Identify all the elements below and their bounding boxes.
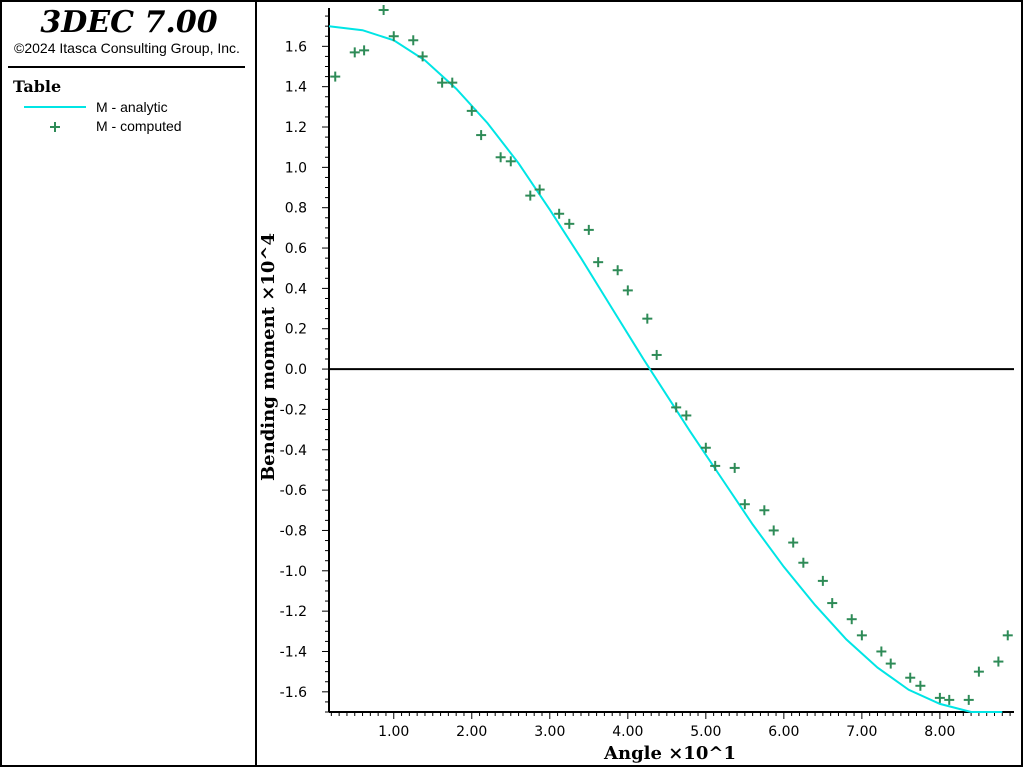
computed-point [944, 694, 955, 705]
computed-point [876, 646, 887, 657]
computed-point [856, 630, 867, 641]
copyright-text: ©2024 Itasca Consulting Group, Inc. [14, 40, 240, 56]
computed-point [905, 672, 916, 683]
computed-point [466, 105, 477, 116]
computed-point [993, 656, 1004, 667]
legend-plus-swatch [50, 122, 60, 132]
x-tick-label: 7.00 [846, 724, 877, 740]
computed-point [788, 537, 799, 548]
y-tick-label: -1.4 [280, 644, 307, 660]
computed-point [378, 5, 389, 16]
legend-label-computed: M - computed [96, 118, 182, 134]
x-tick-label: 8.00 [924, 724, 955, 740]
y-tick-label: 0.0 [285, 362, 307, 378]
computed-point [739, 499, 750, 510]
computed-point [827, 598, 838, 609]
y-tick-label: -0.4 [280, 443, 307, 459]
computed-point [359, 45, 370, 56]
x-tick-label: 3.00 [534, 724, 565, 740]
computed-point [330, 71, 341, 82]
computed-point [915, 680, 926, 691]
legend: Table M - analytic M - computed [13, 77, 182, 134]
x-ticks: 1.00 2.00 3.00 4.00 5.00 6.00 7.00 8.00 [330, 712, 1011, 740]
computed-point [476, 130, 487, 141]
computed-point [495, 152, 506, 163]
computed-point [700, 442, 711, 453]
computed-point [885, 658, 896, 669]
y-tick-label: 0.8 [285, 201, 307, 217]
computed-point [417, 51, 428, 62]
computed-point [798, 557, 809, 568]
computed-point [681, 410, 692, 421]
x-tick-label: 2.00 [456, 724, 487, 740]
computed-point [612, 265, 623, 276]
x-tick-label: 6.00 [768, 724, 799, 740]
y-ticks: 1.6 1.4 1.2 1.0 0.8 0.6 0.4 0.2 0.0 -0.2 -0.4 -0.6 -… [280, 15, 329, 713]
computed-point [768, 525, 779, 536]
computed-point [1002, 630, 1013, 641]
computed-point [817, 575, 828, 586]
y-tick-label: -1.2 [280, 604, 307, 620]
computed-point [963, 694, 974, 705]
y-tick-label: 1.2 [285, 120, 307, 136]
y-tick-label: 1.4 [285, 80, 307, 96]
computed-point [671, 402, 682, 413]
app-title: 3DEC 7.00 [40, 5, 217, 40]
series-markers-computed [330, 5, 1013, 705]
computed-point [564, 218, 575, 229]
computed-point [525, 190, 536, 201]
chart: 1.00 2.00 3.00 4.00 5.00 6.00 7.00 8.00 1.61.41… [258, 5, 1014, 764]
computed-point [710, 460, 721, 471]
computed-point [349, 47, 360, 58]
computed-point [651, 349, 662, 360]
y-tick-label: -0.8 [280, 523, 307, 539]
y-tick-label: -0.2 [280, 402, 307, 418]
computed-point [554, 208, 565, 219]
x-axis-title: Angle ×10^1 [603, 743, 736, 764]
computed-point [437, 77, 448, 88]
computed-point [729, 462, 740, 473]
y-tick-label: 0.2 [285, 322, 307, 338]
y-tick-label: 0.6 [285, 241, 307, 257]
y-tick-label: 1.0 [285, 160, 307, 176]
y-tick-label: 0.4 [285, 281, 307, 297]
computed-point [447, 77, 458, 88]
legend-title: Table [13, 77, 61, 96]
computed-point [622, 285, 633, 296]
x-tick-label: 5.00 [690, 724, 721, 740]
y-tick-label: -1.0 [280, 564, 307, 580]
computed-point [388, 31, 399, 42]
computed-point [583, 224, 594, 235]
y-tick-label: -0.6 [280, 483, 307, 499]
y-tick-label: 1.6 [285, 39, 307, 55]
computed-point [973, 666, 984, 677]
computed-point [408, 35, 419, 46]
computed-point [642, 313, 653, 324]
legend-label-analytic: M - analytic [96, 99, 168, 115]
x-tick-label: 1.00 [378, 724, 409, 740]
y-tick-label: -1.6 [280, 685, 307, 701]
computed-point [534, 184, 545, 195]
computed-point [505, 156, 516, 167]
computed-point [759, 505, 770, 516]
computed-point [846, 614, 857, 625]
series-line-analytic [328, 25, 1003, 713]
y-axis-title: Bending moment ×10^4 [258, 233, 279, 481]
x-tick-label: 4.00 [612, 724, 643, 740]
computed-point [934, 692, 945, 703]
computed-point [593, 257, 604, 268]
